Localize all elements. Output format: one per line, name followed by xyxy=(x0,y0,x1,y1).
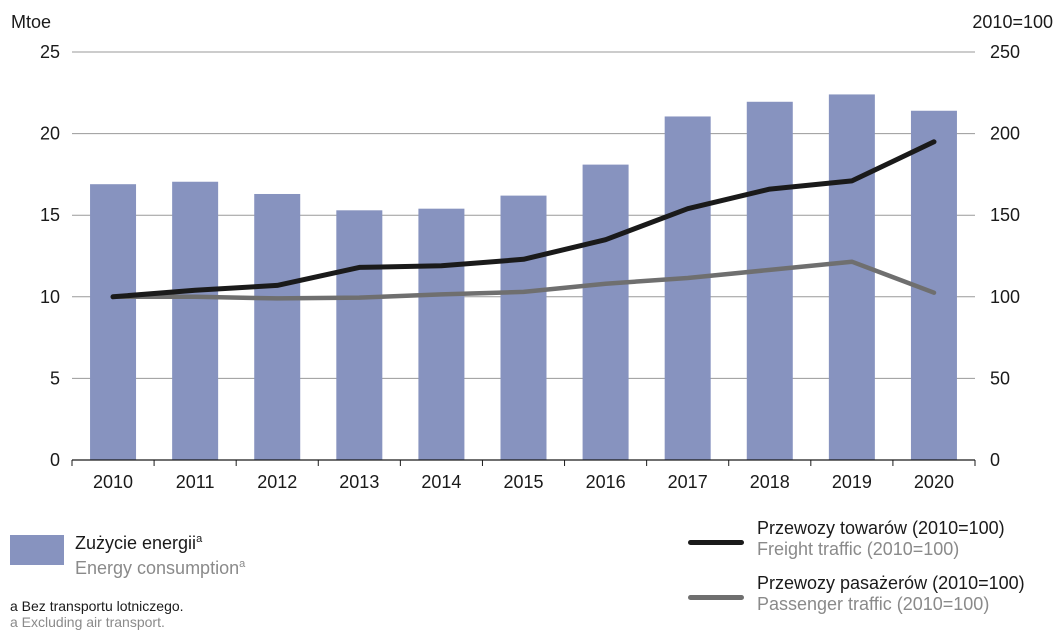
x-tick-label: 2012 xyxy=(257,472,297,492)
right-tick-label: 150 xyxy=(990,205,1020,225)
energy-consumption-legend-swatch xyxy=(10,535,64,565)
left-axis-unit-label: Mtoe xyxy=(11,12,51,32)
axes: 0 0 5 50 10 100 15 150 20 200 25 250 2010 2011 2012 201… xyxy=(40,42,1020,492)
footnote-pl: a Bez transportu lotniczego. xyxy=(10,598,184,614)
energy-consumption-label-pl: Zużycie energii xyxy=(75,533,197,553)
bar-2013 xyxy=(336,210,383,460)
x-tick-label: 2013 xyxy=(339,472,379,492)
energy-consumption-legend: Zużycie energiia Energy consumptiona xyxy=(75,529,245,579)
x-tick-label: 2010 xyxy=(93,472,133,492)
bar-2018 xyxy=(746,101,793,460)
bar-2016 xyxy=(582,164,629,460)
energy-consumption-label-en: Energy consumption xyxy=(75,558,240,578)
freight-legend: Przewozy towarów (2010=100) Freight traf… xyxy=(757,518,1005,560)
footnote-en: a Excluding air transport. xyxy=(10,614,165,630)
bar-2011 xyxy=(172,181,219,460)
x-tick-label: 2019 xyxy=(832,472,872,492)
freight-label-pl: Przewozy towarów (2010=100) xyxy=(757,518,1005,538)
right-tick-label: 0 xyxy=(990,450,1000,470)
passenger-label-en: Passenger traffic (2010=100) xyxy=(757,594,990,614)
footnote-mark-en: a xyxy=(239,558,246,570)
x-tick-label: 2018 xyxy=(750,472,790,492)
chart: 0 0 5 50 10 100 15 150 20 200 25 250 2010 2011 2012 201… xyxy=(11,12,1053,492)
passenger-traffic-line xyxy=(110,259,937,301)
bar-2019 xyxy=(828,94,875,460)
bar-2017 xyxy=(664,116,711,461)
x-tick-label: 2015 xyxy=(503,472,543,492)
left-tick-label: 15 xyxy=(40,205,60,225)
right-tick-label: 200 xyxy=(990,124,1020,144)
left-tick-label: 5 xyxy=(50,368,60,388)
bar-2010 xyxy=(90,184,137,460)
freight-label-en: Freight traffic (2010=100) xyxy=(757,539,960,559)
passenger-legend-swatch xyxy=(688,595,744,600)
left-tick-label: 0 xyxy=(50,450,60,470)
left-tick-label: 25 xyxy=(40,42,60,62)
right-tick-label: 250 xyxy=(990,42,1020,62)
passenger-legend: Przewozy pasażerów (2010=100) Passenger … xyxy=(757,573,1025,615)
left-tick-label: 20 xyxy=(40,124,60,144)
footnote-mark: a xyxy=(196,533,203,545)
bar-2014 xyxy=(418,208,465,460)
left-tick-label: 10 xyxy=(40,287,60,307)
freight-traffic-line xyxy=(110,139,937,300)
bars xyxy=(90,94,957,461)
right-tick-label: 100 xyxy=(990,287,1020,307)
freight-legend-swatch xyxy=(688,540,744,545)
x-tick-label: 2011 xyxy=(176,472,215,492)
bar-2015 xyxy=(500,195,547,460)
passenger-label-pl: Przewozy pasażerów (2010=100) xyxy=(757,573,1025,593)
right-axis-unit-label: 2010=100 xyxy=(972,12,1053,32)
bar-2012 xyxy=(254,193,301,460)
x-tick-label: 2020 xyxy=(914,472,954,492)
series-lines xyxy=(110,139,937,301)
x-tick-label: 2014 xyxy=(421,472,461,492)
x-tick-label: 2016 xyxy=(586,472,626,492)
x-tick-label: 2017 xyxy=(668,472,708,492)
right-tick-label: 50 xyxy=(990,368,1010,388)
